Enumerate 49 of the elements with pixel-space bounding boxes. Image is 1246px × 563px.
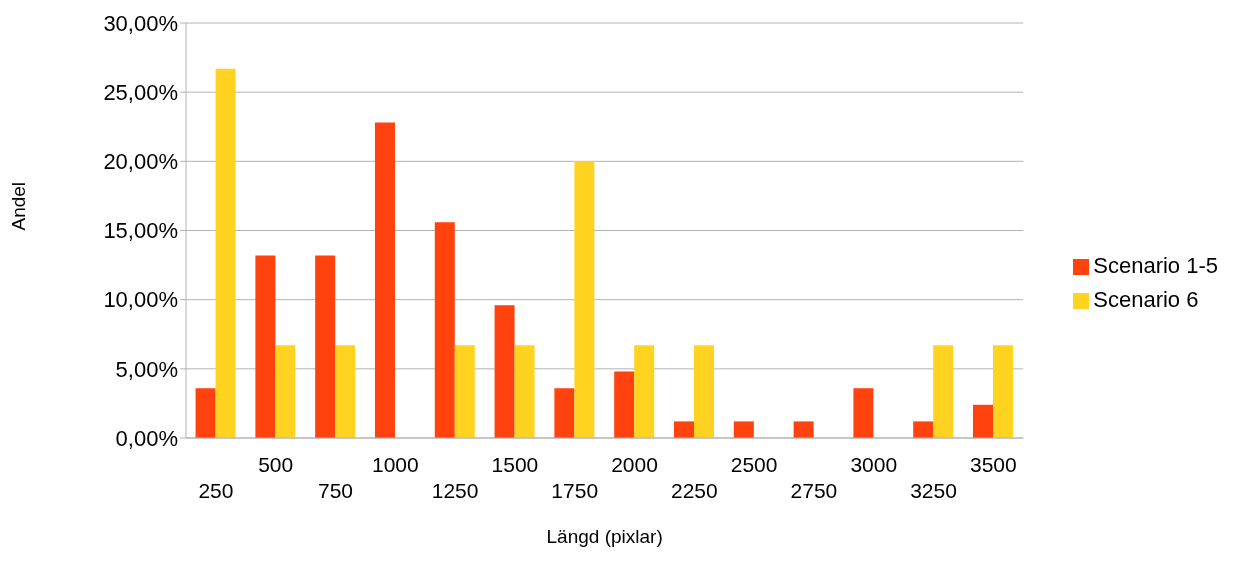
bar [434,222,455,438]
bar [255,255,276,438]
bar [215,68,236,438]
y-tick-label: 0,00% [115,425,178,451]
bar [554,388,575,438]
bar [793,421,814,438]
legend-label: Scenario 6 [1093,287,1199,312]
y-tick-label: 15,00% [103,218,178,244]
x-tick-label: 1250 [431,479,479,502]
bar [634,345,655,438]
x-tick-label: 3000 [850,453,898,476]
bar [674,421,694,438]
x-tick-label: 2000 [611,453,658,476]
x-tick-label: 2500 [730,453,778,476]
bar [614,371,635,438]
x-tick-label: 250 [198,479,234,502]
x-tick-label: 2750 [790,479,838,502]
bar [275,345,296,438]
bar [733,421,754,438]
x-tick-label: 1750 [551,479,599,502]
bar [335,345,356,438]
x-tick-label: 3250 [910,479,957,502]
bar [315,255,336,438]
bar [993,345,1014,438]
bar [933,345,954,438]
x-tick-label: 3500 [969,453,1017,476]
y-tick-label: 10,00% [103,287,178,313]
y-tick-label: 5,00% [115,356,178,382]
bar [694,345,714,438]
x-tick-label: 1000 [371,453,419,476]
y-tick-label: 30,00% [103,10,178,36]
bar [853,388,874,438]
bar [913,421,934,438]
x-tick-label: 2250 [670,479,718,502]
bar [454,345,475,438]
y-axis-title: Andel [7,181,29,231]
bar [514,345,535,438]
x-tick-label: 1500 [491,453,539,476]
bar [374,122,395,438]
x-tick-label: 500 [258,453,294,476]
bar [195,388,216,438]
y-tick-label: 25,00% [103,79,178,105]
y-tick-label: 20,00% [103,149,178,175]
bar [574,161,595,438]
x-tick-label: 750 [317,479,354,502]
bar [973,404,994,438]
legend-label: Scenario 1-5 [1093,253,1218,278]
x-axis-title: Längd (pixlar) [546,526,663,547]
bar [494,305,515,438]
